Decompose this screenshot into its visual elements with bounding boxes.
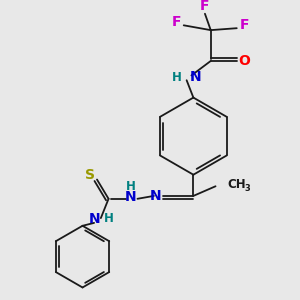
Text: H: H [172, 71, 182, 84]
Text: H: H [103, 212, 113, 225]
Text: CH: CH [227, 178, 246, 191]
Text: F: F [171, 15, 181, 29]
Text: O: O [238, 54, 250, 68]
Text: N: N [190, 70, 201, 84]
Text: 3: 3 [244, 184, 250, 193]
Text: S: S [85, 168, 95, 182]
Text: F: F [200, 0, 210, 13]
Text: N: N [125, 190, 136, 204]
Text: N: N [88, 212, 100, 226]
Text: H: H [126, 180, 136, 193]
Text: N: N [150, 189, 162, 203]
Text: F: F [240, 18, 249, 32]
